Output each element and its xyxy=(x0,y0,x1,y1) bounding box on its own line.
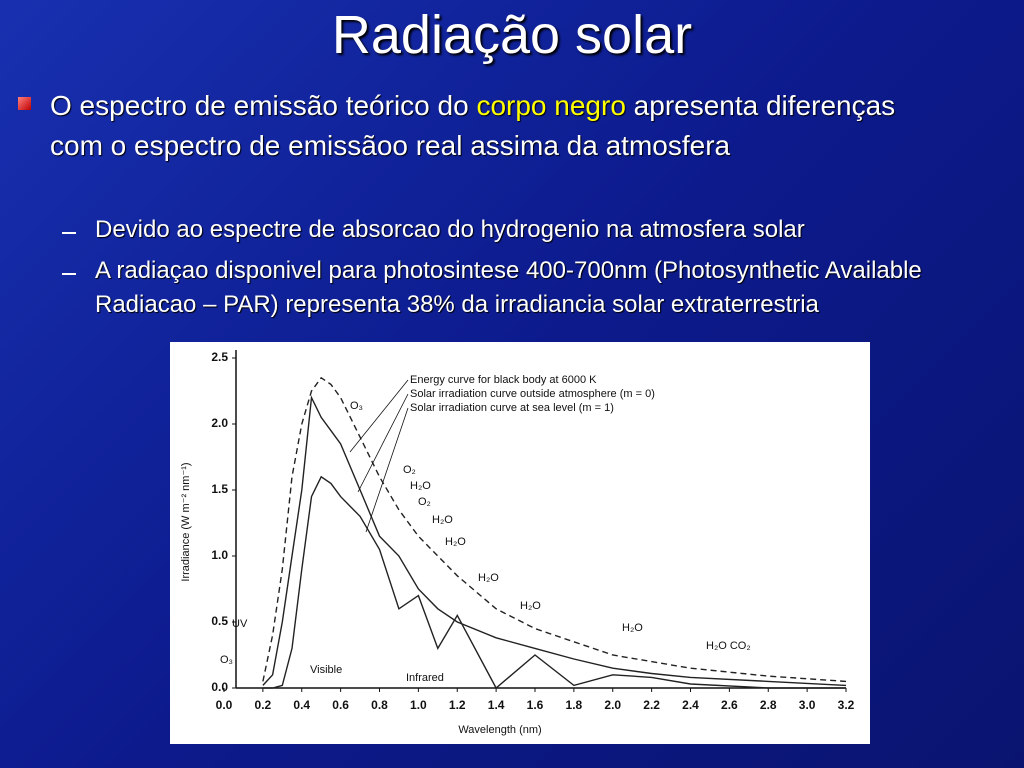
annotation: H₂O xyxy=(478,572,499,584)
y-axis-label: Irradiance (W m⁻² nm⁻¹) xyxy=(180,462,192,581)
x-tick-label: 2.8 xyxy=(760,698,777,712)
x-tick-label: 1.4 xyxy=(488,698,505,712)
legend-label: Solar irradiation curve outside atmosphe… xyxy=(410,388,655,400)
x-tick-label: 0.2 xyxy=(255,698,272,712)
x-tick-label: 0.8 xyxy=(371,698,388,712)
x-tick-label: 2.2 xyxy=(643,698,660,712)
bullet-highlight: corpo negro xyxy=(476,90,626,121)
series-line xyxy=(262,475,846,690)
y-tick-label: 1.5 xyxy=(211,482,228,496)
annotation: O₃ xyxy=(220,654,233,666)
annotation: Infrared xyxy=(406,672,444,684)
sub-bullet: Devido ao espectre de absorcao do hydrog… xyxy=(95,216,805,243)
x-tick-label: 0.4 xyxy=(293,698,310,712)
y-tick-label: 0.5 xyxy=(211,614,228,628)
sub-bullet-marker xyxy=(62,232,76,234)
annotation: H₂O xyxy=(432,514,453,526)
legend-label: Solar irradiation curve at sea level (m … xyxy=(410,402,614,414)
bullet: O espectro de emissão teórico do corpo n… xyxy=(50,86,950,166)
series-line xyxy=(262,376,847,683)
sub-bullet: A radiaçao disponivel para photosintese … xyxy=(95,257,922,318)
x-tick-label: 2.0 xyxy=(604,698,621,712)
x-tick-label: 3.2 xyxy=(838,698,855,712)
x-tick-label: 0.6 xyxy=(332,698,349,712)
annotation: H₂O xyxy=(410,480,431,492)
legend-pointer xyxy=(349,379,409,453)
x-tick-label: 1.2 xyxy=(449,698,466,712)
y-tick-label: 0.0 xyxy=(211,680,228,694)
annotation: H₂O xyxy=(520,600,541,612)
annotation: H₂O xyxy=(622,622,643,634)
annotation: O₂ xyxy=(418,496,431,508)
x-tick-label: 1.8 xyxy=(566,698,583,712)
annotation: UV xyxy=(232,618,248,630)
x-tick-label: 0.0 xyxy=(216,698,233,712)
x-tick-label: 2.6 xyxy=(721,698,738,712)
y-tick-label: 2.0 xyxy=(211,416,228,430)
slide-title: Radiação solar xyxy=(331,5,693,65)
x-tick-label: 2.4 xyxy=(682,698,699,712)
legend-label: Energy curve for black body at 6000 K xyxy=(410,374,597,386)
annotation: H₂O xyxy=(445,536,466,548)
chart: 0.0 0.5 1.0 1.5 2.0 2.5 0.0 0.2 0.4 0.6 0.8 1.0 1.2 1… xyxy=(170,342,870,744)
legend-pointer xyxy=(365,407,409,533)
bullet-marker xyxy=(18,97,31,110)
annotation: Visible xyxy=(310,664,342,676)
annotation: H₂O CO₂ xyxy=(706,640,751,652)
sub-bullet-marker xyxy=(62,273,76,275)
y-tick-label: 1.0 xyxy=(211,548,228,562)
bullet-text: apresenta diferenças com o espectro de e… xyxy=(50,90,896,161)
x-tick-label: 3.0 xyxy=(799,698,816,712)
legend-pointer xyxy=(357,393,409,493)
x-tick-label: 1.6 xyxy=(527,698,544,712)
x-axis-label: Wavelength (nm) xyxy=(458,724,541,736)
x-tick-label: 1.0 xyxy=(410,698,427,712)
annotation: O₃ xyxy=(350,400,363,412)
series-line xyxy=(262,395,847,687)
bullet-text: O espectro de emissão teórico do xyxy=(50,90,477,121)
annotation: O₂ xyxy=(403,464,416,476)
y-tick-label: 2.5 xyxy=(211,350,228,364)
